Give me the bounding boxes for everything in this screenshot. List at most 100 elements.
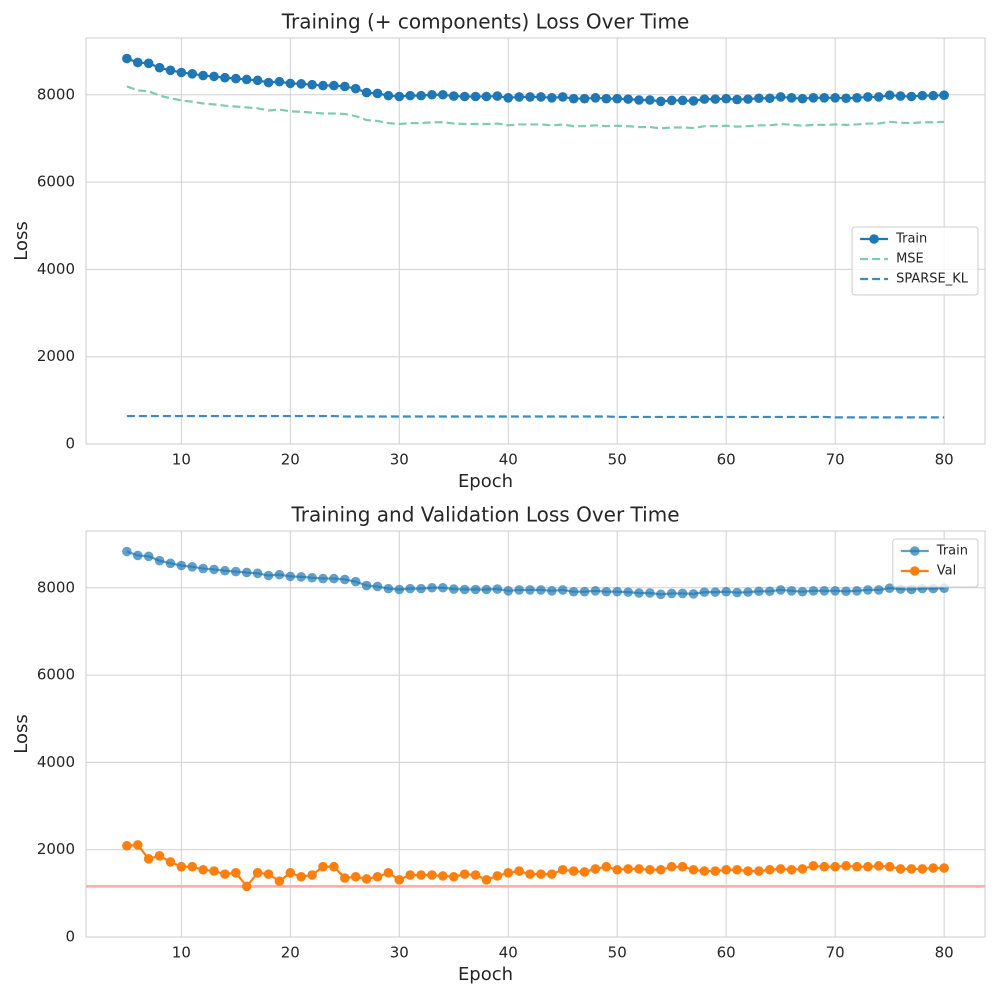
data-point (241, 881, 252, 892)
data-point (764, 864, 775, 875)
data-point (754, 866, 764, 876)
data-point (361, 874, 372, 884)
data-point (503, 586, 514, 596)
data-point (263, 570, 274, 581)
data-point (797, 93, 808, 104)
data-point (231, 566, 241, 577)
data-point (448, 91, 459, 101)
data-point (764, 586, 775, 597)
data-point (427, 870, 437, 880)
x-tick-label: 50 (608, 451, 627, 469)
data-point (852, 586, 862, 596)
data-point (841, 586, 851, 597)
data-point (579, 93, 590, 104)
x-tick-label: 80 (935, 944, 954, 962)
data-point (721, 586, 731, 597)
data-point (645, 95, 655, 105)
data-point (296, 572, 307, 582)
data-point (307, 870, 317, 880)
data-point (503, 868, 514, 878)
x-tick-label: 10 (172, 944, 191, 962)
data-point (536, 585, 546, 595)
data-point (296, 79, 307, 89)
data-point (318, 80, 328, 91)
data-point (448, 871, 459, 882)
data-point (699, 866, 710, 876)
data-point (132, 550, 143, 561)
x-tick-label: 80 (935, 451, 954, 469)
data-point (830, 93, 840, 103)
data-point (198, 864, 208, 875)
y-tick-label: 6000 (37, 173, 75, 191)
data-point (525, 92, 535, 102)
data-point (329, 861, 339, 872)
data-point (492, 871, 503, 881)
y-tick-label: 8000 (37, 85, 75, 103)
data-point (220, 565, 230, 576)
y-axis-label: Loss (11, 221, 32, 260)
data-point (906, 91, 917, 102)
data-point (154, 851, 165, 861)
data-point (176, 560, 187, 571)
data-point (187, 68, 198, 79)
data-point (274, 569, 285, 580)
data-point (285, 78, 296, 89)
data-point (743, 866, 753, 876)
data-point (656, 589, 666, 600)
legend-label: Train (936, 544, 968, 559)
data-point (416, 583, 426, 594)
data-point (612, 586, 623, 597)
data-point (656, 96, 666, 107)
data-point (786, 93, 797, 103)
data-point (252, 75, 263, 86)
x-axis-label: Epoch (458, 471, 513, 492)
legend-frame (851, 226, 979, 296)
data-point (154, 555, 165, 566)
data-point (252, 868, 263, 878)
data-point (285, 571, 296, 582)
data-point (438, 871, 448, 881)
data-point (525, 585, 535, 595)
data-point (143, 58, 154, 69)
y-tick-label: 6000 (37, 666, 75, 684)
x-tick-label: 40 (499, 944, 518, 962)
data-point (220, 72, 230, 83)
data-point (601, 93, 612, 104)
data-point (438, 582, 448, 593)
data-point (318, 861, 328, 872)
data-point (438, 89, 448, 100)
data-point (285, 868, 296, 878)
x-tick-label: 60 (717, 451, 736, 469)
data-point (231, 73, 241, 84)
data-point (187, 561, 198, 572)
data-point (209, 564, 219, 575)
data-point (852, 861, 862, 872)
data-point (732, 587, 742, 598)
legend-marker (909, 546, 920, 556)
data-point (841, 861, 851, 871)
data-point (176, 67, 187, 78)
data-point (209, 71, 219, 82)
y-tick-label: 2000 (37, 840, 75, 858)
data-point (536, 92, 546, 102)
data-point (557, 92, 568, 102)
data-point (786, 586, 797, 596)
data-point (590, 93, 601, 103)
data-point (677, 861, 688, 872)
data-point (459, 869, 470, 879)
data-point (274, 876, 285, 886)
data-point (154, 62, 165, 73)
data-point (176, 861, 187, 872)
data-point (775, 864, 786, 874)
x-tick-label: 30 (390, 944, 409, 962)
data-point (917, 864, 928, 874)
data-point (917, 90, 928, 101)
data-point (459, 91, 470, 102)
y-tick-label: 0 (65, 435, 75, 453)
data-point (198, 563, 208, 574)
data-point (939, 90, 949, 100)
data-point (895, 864, 906, 874)
data-point (743, 94, 753, 104)
data-point (557, 864, 568, 875)
data-point (165, 857, 176, 867)
